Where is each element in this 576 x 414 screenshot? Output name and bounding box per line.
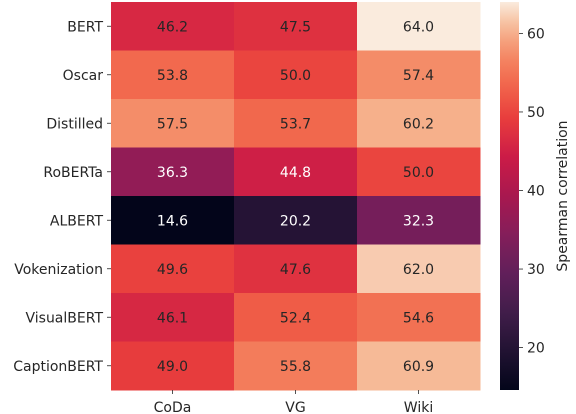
cell-value-label: 44.8 bbox=[280, 165, 311, 181]
heatmap-cell bbox=[234, 341, 358, 391]
row-label: Vokenization bbox=[14, 262, 103, 278]
heatmap-cell bbox=[234, 293, 358, 342]
heatmap-cell bbox=[357, 196, 481, 245]
column-label: CoDa bbox=[154, 400, 192, 414]
colorbar-tick-label: 30 bbox=[527, 262, 545, 278]
row-label: ALBERT bbox=[50, 213, 104, 229]
row-label: CaptionBERT bbox=[13, 359, 103, 375]
colorbar-tick-label: 40 bbox=[527, 184, 545, 200]
row-label: RoBERTa bbox=[43, 165, 103, 181]
cell-value-label: 46.1 bbox=[157, 310, 188, 326]
cell-value-label: 64.0 bbox=[403, 19, 434, 35]
column-label: VG bbox=[285, 400, 305, 414]
cell-value-label: 32.3 bbox=[403, 213, 434, 229]
heatmap-cell bbox=[357, 341, 481, 391]
colorbar-tick-label: 60 bbox=[527, 26, 545, 42]
cell-value-label: 53.7 bbox=[280, 116, 311, 132]
heatmap-cell bbox=[111, 99, 235, 148]
colorbar-title: Spearman correlation bbox=[555, 120, 571, 271]
heatmap-cell bbox=[111, 341, 235, 391]
cell-value-label: 50.0 bbox=[403, 165, 434, 181]
heatmap-cell bbox=[234, 50, 358, 100]
cell-value-label: 49.0 bbox=[157, 359, 188, 375]
heatmap-cell bbox=[234, 244, 358, 294]
cell-value-label: 14.6 bbox=[157, 213, 188, 229]
heatmap-cells: 46.2 47.5 64.0 53.8 50.0 57.4 57.5 53.7 60.2 36.3… bbox=[111, 2, 481, 391]
heatmap-cell bbox=[111, 293, 235, 342]
cell-value-label: 50.0 bbox=[280, 68, 311, 84]
cell-value-label: 47.6 bbox=[280, 262, 311, 278]
colorbar-ticks: 20 30 40 50 60 bbox=[519, 26, 545, 357]
cell-value-label: 36.3 bbox=[157, 165, 188, 181]
cell-value-label: 53.8 bbox=[157, 68, 188, 84]
heatmap-cell bbox=[357, 2, 481, 51]
cell-value-label: 54.6 bbox=[403, 310, 434, 326]
heatmap-cell bbox=[357, 50, 481, 100]
heatmap-cell bbox=[357, 99, 481, 148]
cell-value-label: 55.8 bbox=[280, 359, 311, 375]
heatmap-cell bbox=[357, 293, 481, 342]
cell-value-label: 57.4 bbox=[403, 68, 434, 84]
colorbar-tick-label: 50 bbox=[527, 105, 545, 121]
cell-value-label: 20.2 bbox=[280, 213, 311, 229]
row-label: VisualBERT bbox=[25, 310, 103, 326]
cell-value-label: 60.9 bbox=[403, 359, 434, 375]
heatmap-cell bbox=[111, 2, 235, 51]
heatmap-cell bbox=[234, 99, 358, 148]
colorbar: 20 30 40 50 60 Spearman correlation bbox=[500, 2, 571, 390]
cell-value-label: 60.2 bbox=[403, 116, 434, 132]
cell-value-label: 49.6 bbox=[157, 262, 188, 278]
heatmap-cell bbox=[357, 147, 481, 197]
cell-value-label: 52.4 bbox=[280, 310, 311, 326]
cell-value-label: 46.2 bbox=[157, 19, 188, 35]
cell-value-label: 57.5 bbox=[157, 116, 188, 132]
cell-value-label: 62.0 bbox=[403, 262, 434, 278]
heatmap-cell bbox=[234, 147, 358, 197]
row-label: Distilled bbox=[46, 116, 103, 132]
row-label: BERT bbox=[67, 19, 103, 35]
row-label: Oscar bbox=[63, 68, 104, 84]
row-labels: BERT Oscar Distilled RoBERTa ALBERT Vokenizat… bbox=[13, 19, 111, 375]
heatmap-cell bbox=[111, 147, 235, 197]
heatmap-cell bbox=[357, 244, 481, 294]
heatmap-cell bbox=[111, 50, 235, 100]
colorbar-gradient bbox=[500, 2, 519, 390]
heatmap-cell bbox=[111, 244, 235, 294]
colorbar-tick-label: 20 bbox=[527, 341, 545, 357]
heatmap-cell bbox=[234, 2, 358, 51]
column-label: Wiki bbox=[404, 400, 433, 414]
cell-value-label: 47.5 bbox=[280, 19, 311, 35]
heatmap-cell bbox=[111, 196, 235, 245]
column-labels: CoDa VG Wiki bbox=[154, 390, 433, 414]
heatmap-cell bbox=[234, 196, 358, 245]
